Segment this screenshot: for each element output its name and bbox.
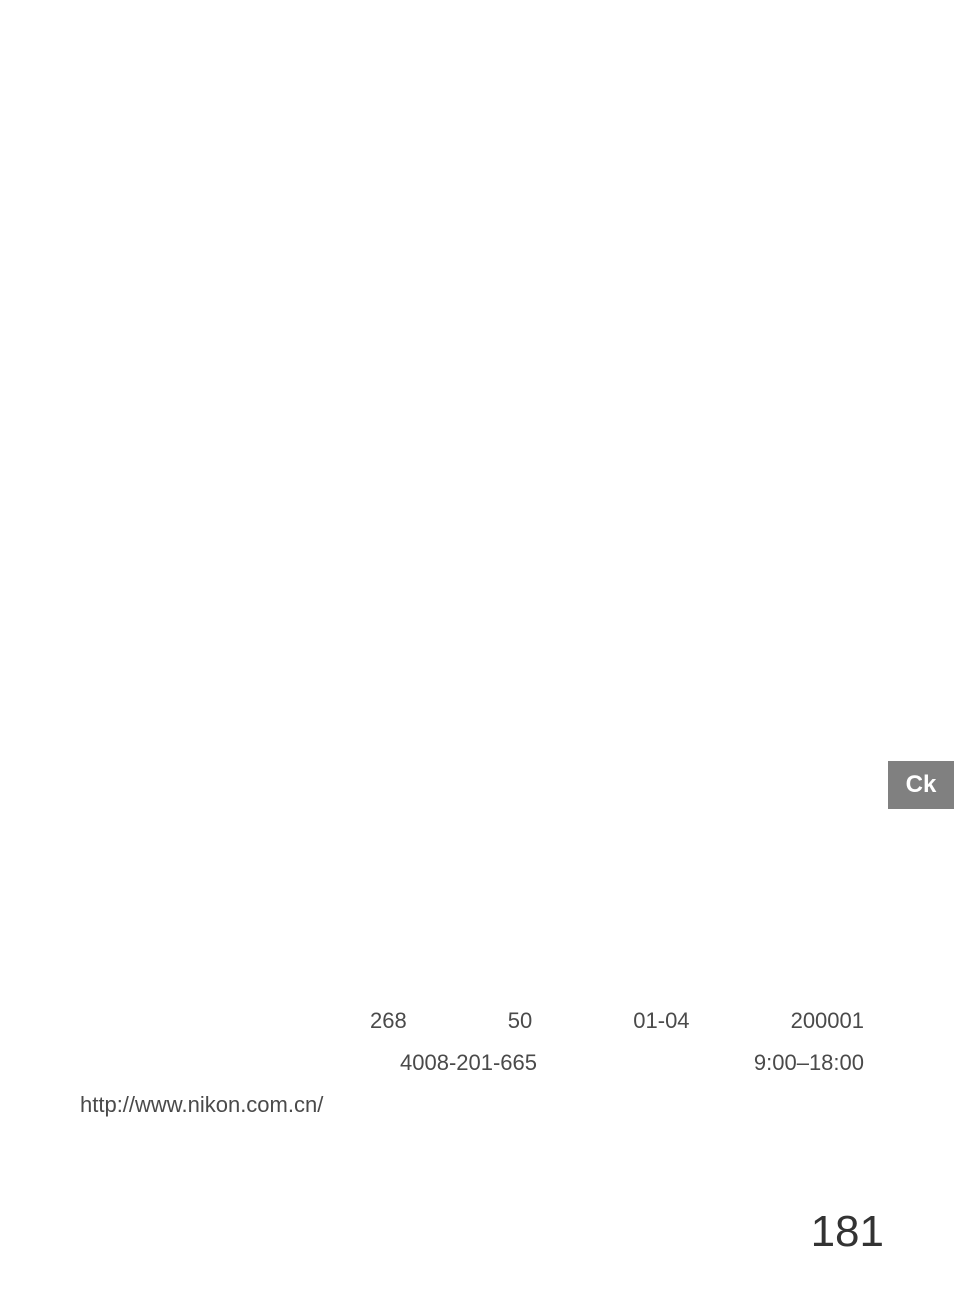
language-tab: Ck xyxy=(888,761,954,809)
address-segment-3: 01-04 xyxy=(633,1000,689,1042)
language-tab-label: Ck xyxy=(906,771,937,799)
address-segment-1: 268 xyxy=(370,1000,407,1042)
address-line: 268 50 01-04 200001 xyxy=(80,1000,864,1042)
website-url: http://www.nikon.com.cn/ xyxy=(80,1092,323,1117)
phone-line: 4008-201-665 9:00–18:00 xyxy=(80,1042,864,1084)
address-postal: 200001 xyxy=(791,1000,864,1042)
address-segment-2: 50 xyxy=(508,1000,532,1042)
url-line: http://www.nikon.com.cn/ xyxy=(80,1084,864,1126)
contact-info-block: 268 50 01-04 200001 4008-201-665 9:00–18… xyxy=(80,1000,864,1125)
page-number: 181 xyxy=(811,1207,884,1257)
phone-number: 4008-201-665 xyxy=(400,1042,537,1084)
hours: 9:00–18:00 xyxy=(754,1042,864,1084)
